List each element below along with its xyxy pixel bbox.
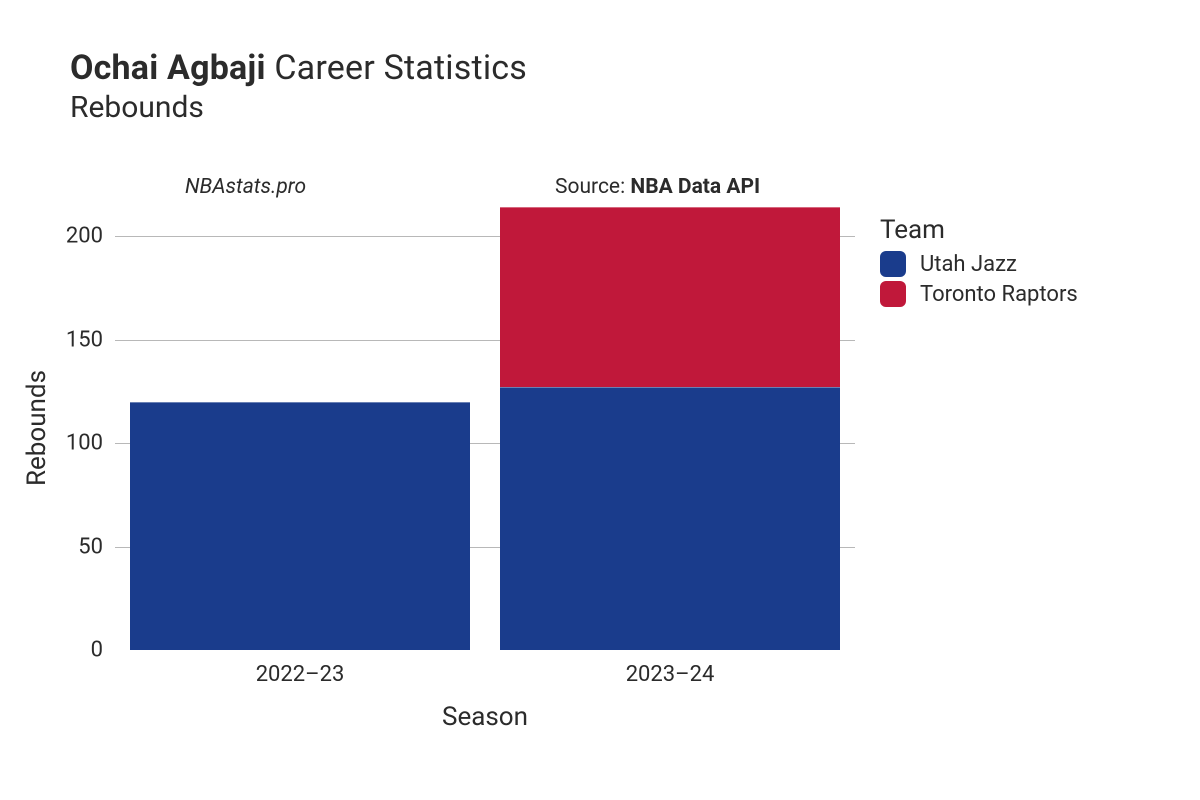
y-tick-label: 100 xyxy=(66,431,103,456)
legend-label: Utah Jazz xyxy=(920,252,1017,277)
legend-swatch xyxy=(880,281,906,307)
x-tick-label: 2023–24 xyxy=(626,662,715,687)
chart-canvas: Ochai Agbaji Career Statistics Rebounds … xyxy=(0,0,1200,800)
title-subtitle: Rebounds xyxy=(70,90,527,125)
title-player-name: Ochai Agbaji xyxy=(70,48,266,88)
x-axis-title: Season xyxy=(442,702,528,732)
title-block: Ochai Agbaji Career Statistics Rebounds xyxy=(70,48,527,125)
source-name: NBA Data API xyxy=(630,175,760,199)
legend-item: Toronto Raptors xyxy=(880,281,1078,307)
bar-group xyxy=(130,205,470,650)
title-line-1: Ochai Agbaji Career Statistics xyxy=(70,48,527,88)
y-tick-label: 150 xyxy=(66,327,103,352)
legend-item: Utah Jazz xyxy=(880,251,1078,277)
y-axis-title: Rebounds xyxy=(22,369,52,485)
legend-swatch xyxy=(880,251,906,277)
title-suffix: Career Statistics xyxy=(274,48,527,88)
bar-segment xyxy=(500,207,840,387)
x-tick-label: 2022–23 xyxy=(256,662,345,687)
source-prefix: Source: xyxy=(555,175,630,199)
source-attribution: Source: NBA Data API xyxy=(555,175,760,199)
y-tick-label: 200 xyxy=(66,224,103,249)
legend-title: Team xyxy=(880,215,1078,245)
bar-segment xyxy=(500,387,840,650)
legend: Team Utah Jazz Toronto Raptors xyxy=(880,215,1078,311)
watermark-text: NBAstats.pro xyxy=(185,175,306,199)
bar-segment xyxy=(130,402,470,650)
y-tick-label: 50 xyxy=(78,534,103,559)
y-tick-label: 0 xyxy=(91,638,103,663)
bar-group xyxy=(500,205,840,650)
plot-area: Rebounds Season 0501001502002022–232023–… xyxy=(115,205,855,650)
legend-label: Toronto Raptors xyxy=(920,282,1078,307)
